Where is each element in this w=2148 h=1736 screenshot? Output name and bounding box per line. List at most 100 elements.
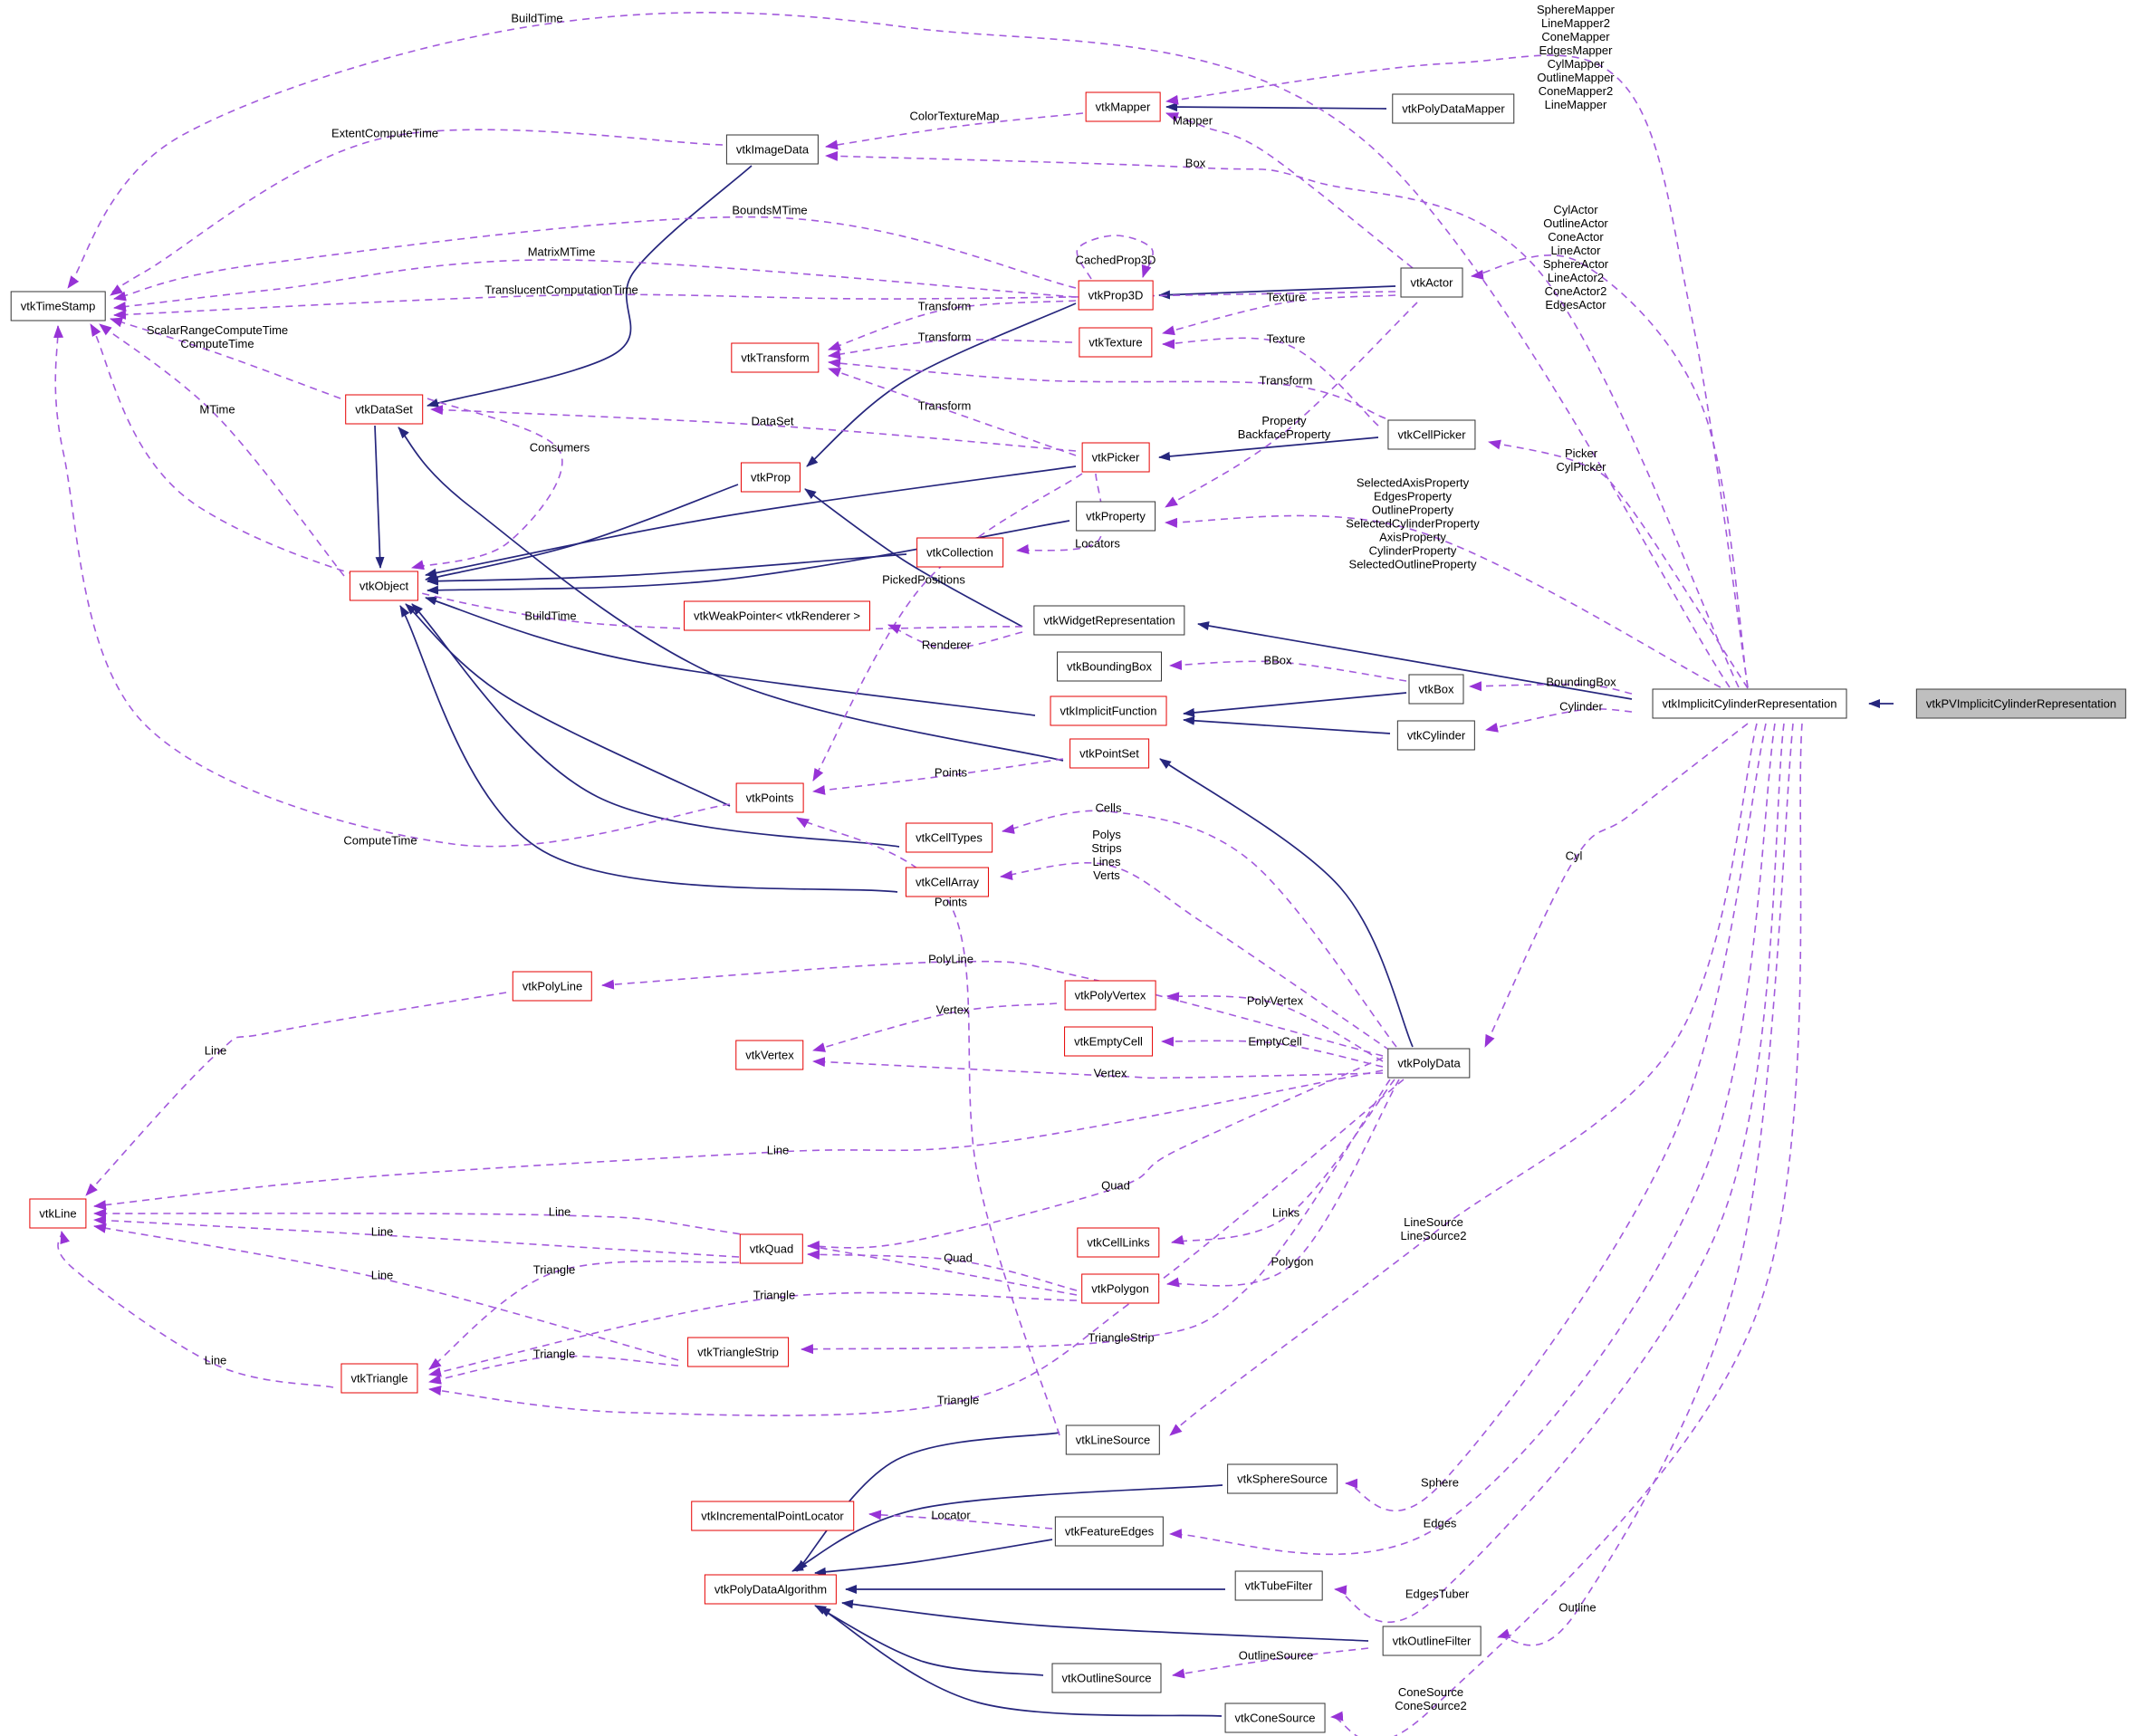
class-node-vtkconesource[interactable]: vtkConeSource	[1224, 1702, 1326, 1733]
class-node-vtkpolydatamapper[interactable]: vtkPolyDataMapper	[1392, 93, 1515, 124]
edge-polydata-to-polyvertex	[1166, 992, 1384, 1062]
edge-polydata-to-tristrip	[801, 1079, 1391, 1355]
edge-quad-to-line	[93, 1215, 740, 1258]
class-node-vtktubefilter[interactable]: vtkTubeFilter	[1234, 1570, 1323, 1601]
class-node-vtkpicker[interactable]: vtkPicker	[1081, 442, 1150, 473]
edge-rep-to-box	[1469, 681, 1633, 695]
edge-widgetrep-to-prop	[804, 488, 1023, 628]
class-node-vtkimagedata[interactable]: vtkImageData	[725, 134, 820, 165]
class-node-vtkspheresource[interactable]: vtkSphereSource	[1227, 1463, 1338, 1494]
edge-picker-to-dataset	[430, 405, 1077, 452]
edge-box-to-implicitfn	[1183, 692, 1407, 717]
edge-rep-to-mapper	[1165, 54, 1749, 688]
class-node-vtkoutlinesource[interactable]: vtkOutlineSource	[1051, 1663, 1162, 1693]
edge-cellarray-to-object	[399, 605, 898, 893]
edge-rep-to-linesource	[1169, 723, 1758, 1436]
edge-object-to-timestamp	[99, 323, 345, 577]
edge-polydata-to-cellarray	[1000, 861, 1391, 1051]
class-node-vtkpolyline[interactable]: vtkPolyLine	[512, 971, 593, 1002]
class-node-vtkdataset[interactable]: vtkDataSet	[345, 394, 423, 425]
class-node-vtktrianglestrip[interactable]: vtkTriangleStrip	[687, 1337, 789, 1367]
edge-rep-to-outlinefilter	[1497, 723, 1794, 1646]
class-node-vtktriangle[interactable]: vtkTriangle	[340, 1363, 418, 1394]
class-node-vtkproperty[interactable]: vtkProperty	[1076, 501, 1156, 532]
class-node-vtkimplicitcylinderrepresentation[interactable]: vtkImplicitCylinderRepresentation	[1652, 688, 1847, 719]
class-node-vtkprop[interactable]: vtkProp	[740, 462, 801, 493]
edge-rep-to-imagedata	[825, 150, 1740, 688]
edge-cellpicker-to-texture	[1162, 337, 1379, 427]
class-node-vtktexture[interactable]: vtkTexture	[1079, 327, 1153, 358]
edge-polygon-to-quad	[807, 1250, 1078, 1291]
edge-rep-to-tubefilter	[1334, 723, 1785, 1623]
class-node-vtkquad[interactable]: vtkQuad	[739, 1233, 804, 1264]
class-node-vtkimplicitfunction[interactable]: vtkImplicitFunction	[1050, 695, 1167, 726]
class-node-vtkbox[interactable]: vtkBox	[1408, 674, 1464, 705]
edge-actor-to-timestamp	[113, 291, 1396, 320]
edge-tristrip-to-line	[93, 1223, 679, 1361]
edge-dataset-to-object	[411, 398, 563, 571]
edge-polydatamapper-to-mapper	[1165, 102, 1387, 112]
edge-imagedata-to-timestamp	[110, 129, 724, 296]
class-node-vtkpolyvertex[interactable]: vtkPolyVertex	[1064, 980, 1156, 1011]
class-node-vtkincrementalpointlocator[interactable]: vtkIncrementalPointLocator	[691, 1501, 854, 1531]
class-node-vtkwidgetrepresentation[interactable]: vtkWidgetRepresentation	[1033, 605, 1185, 636]
edge-picker-to-object	[425, 465, 1077, 578]
edge-polydata-to-emptycell	[1161, 1036, 1384, 1068]
edge-prop3d-to-timestamp	[113, 216, 1077, 302]
edge-pointset-to-dataset	[398, 427, 1064, 762]
class-node-vtkcylinder[interactable]: vtkCylinder	[1396, 720, 1476, 751]
class-node-vtkpolydata[interactable]: vtkPolyData	[1387, 1048, 1471, 1079]
edge-cellpicker-to-picker	[1158, 436, 1379, 461]
edge-rep-to-widgetrep	[1197, 621, 1633, 700]
class-node-vtkvertex[interactable]: vtkVertex	[735, 1040, 804, 1070]
class-node-vtkpointset[interactable]: vtkPointSet	[1069, 738, 1149, 769]
edge-conesource-to-pdalgo	[819, 1607, 1223, 1717]
class-node-vtkpolydataalgorithm[interactable]: vtkPolyDataAlgorithm	[704, 1574, 838, 1605]
edge-linesource-to-points	[796, 817, 1060, 1436]
class-node-vtkweakpointer-vtkrenderer[interactable]: vtkWeakPointer< vtkRenderer >	[683, 600, 871, 631]
class-node-vtktransform[interactable]: vtkTransform	[731, 342, 820, 373]
edge-triangle-to-line	[57, 1231, 334, 1388]
class-node-vtktimestamp[interactable]: vtkTimeStamp	[10, 291, 106, 321]
edge-dataset-to-object	[374, 425, 385, 569]
edge-picker-to-collection	[1016, 473, 1104, 554]
class-node-vtkcellpicker[interactable]: vtkCellPicker	[1387, 419, 1476, 450]
class-node-vtkobject[interactable]: vtkObject	[349, 571, 419, 601]
class-node-vtkactor[interactable]: vtkActor	[1400, 267, 1463, 298]
edge-quad-to-triangle	[428, 1261, 740, 1370]
edge-rep-to-spheresource	[1345, 723, 1767, 1511]
edge-polydata-to-quad	[807, 1057, 1384, 1251]
edge-picker-to-transform	[828, 368, 1077, 456]
class-node-vtklinesource[interactable]: vtkLineSource	[1065, 1424, 1161, 1455]
class-node-vtkprop3d[interactable]: vtkProp3D	[1078, 280, 1154, 311]
class-node-vtkcelllinks[interactable]: vtkCellLinks	[1077, 1227, 1160, 1258]
class-node-vtkmapper[interactable]: vtkMapper	[1085, 91, 1161, 122]
edge-cylinder-to-implicitfn	[1183, 715, 1391, 734]
edge-polydata-to-pointset	[1159, 758, 1414, 1048]
class-node-vtkfeatureedges[interactable]: vtkFeatureEdges	[1054, 1516, 1165, 1547]
edge-actor-to-property	[1165, 302, 1418, 508]
class-node-vtkboundingbox[interactable]: vtkBoundingBox	[1057, 651, 1162, 682]
edge-imagedata-to-dataset	[427, 165, 753, 408]
edge-polygon-to-line	[93, 1208, 1078, 1296]
edge-actor-to-prop3d	[1158, 285, 1396, 300]
edge-polydata-to-vertex	[812, 1057, 1384, 1079]
edge-prop3d-to-prop	[806, 302, 1077, 467]
class-node-vtkpoints[interactable]: vtkPoints	[735, 782, 804, 813]
class-node-vtkpolygon[interactable]: vtkPolygon	[1081, 1273, 1159, 1304]
edge-collection-to-object	[427, 553, 907, 586]
class-node-vtkcellarray[interactable]: vtkCellArray	[905, 867, 990, 897]
edge-polydata-to-polygon	[1166, 1079, 1400, 1288]
edge-outlinesource-to-pdalgo	[814, 1605, 1044, 1676]
class-node-vtkline[interactable]: vtkLine	[29, 1198, 87, 1229]
class-node-vtkcelltypes[interactable]: vtkCellTypes	[906, 822, 992, 853]
edge-polydata-to-polyline	[601, 960, 1384, 1057]
class-node-vtkcollection[interactable]: vtkCollection	[916, 537, 1003, 568]
class-node-vtkemptycell[interactable]: vtkEmptyCell	[1064, 1026, 1153, 1057]
class-node-vtkoutlinefilter[interactable]: vtkOutlineFilter	[1382, 1626, 1482, 1656]
edge-property-to-object	[427, 520, 1070, 595]
edge-polydata-to-celllinks	[1171, 1079, 1395, 1245]
edge-cellpicker-to-transform	[828, 358, 1386, 419]
